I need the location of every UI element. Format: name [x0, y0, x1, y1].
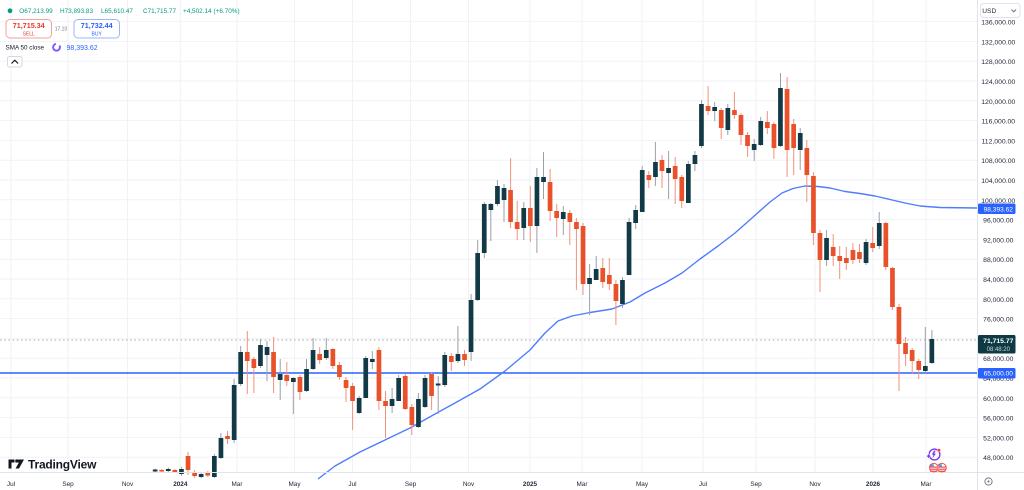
- svg-text:88,000.00: 88,000.00: [983, 257, 1013, 264]
- svg-text:132,000.00: 132,000.00: [981, 39, 1015, 46]
- svg-text:112,000.00: 112,000.00: [982, 138, 1016, 145]
- svg-text:136,000.00: 136,000.00: [981, 20, 1015, 27]
- svg-text:98,393.62: 98,393.62: [67, 45, 98, 52]
- svg-text:80,000.00: 80,000.00: [983, 297, 1013, 304]
- svg-text:Nov: Nov: [809, 481, 821, 488]
- svg-text:May: May: [288, 481, 301, 488]
- svg-text:Sep: Sep: [62, 481, 74, 488]
- svg-text:128,000.00: 128,000.00: [981, 59, 1015, 66]
- svg-text:92,000.00: 92,000.00: [983, 237, 1013, 244]
- svg-text:76,000.00: 76,000.00: [983, 317, 1013, 324]
- svg-text:Mar: Mar: [576, 481, 588, 488]
- svg-text:Jul: Jul: [348, 481, 356, 488]
- svg-text:2024: 2024: [173, 481, 188, 488]
- svg-text:Nov: Nov: [463, 481, 475, 488]
- svg-text:SELL: SELL: [23, 31, 35, 37]
- svg-text:2026: 2026: [866, 481, 881, 488]
- svg-text:TradingView: TradingView: [28, 458, 97, 472]
- svg-text:71,715.34: 71,715.34: [13, 21, 45, 30]
- svg-text:SMA 50 close: SMA 50 close: [6, 45, 45, 52]
- svg-text:71,715.77: 71,715.77: [983, 338, 1013, 345]
- svg-text:2025: 2025: [523, 481, 538, 488]
- svg-text:64,000.00: 64,000.00: [983, 376, 1013, 383]
- svg-text:124,000.00: 124,000.00: [981, 79, 1015, 86]
- svg-text:Jul: Jul: [7, 481, 15, 488]
- svg-text:Sep: Sep: [405, 481, 417, 488]
- svg-text:17.10: 17.10: [55, 27, 68, 33]
- svg-text:08:48:20: 08:48:20: [987, 347, 1011, 353]
- svg-text:Nov: Nov: [122, 481, 134, 488]
- svg-text:May: May: [636, 481, 649, 488]
- svg-text:100,000.00: 100,000.00: [981, 198, 1015, 205]
- svg-text:65,000.00: 65,000.00: [984, 371, 1014, 378]
- svg-text:Jul: Jul: [699, 481, 707, 488]
- svg-text:60,000.00: 60,000.00: [983, 396, 1013, 403]
- svg-text:USD: USD: [982, 8, 996, 15]
- svg-text:C71,715.77: C71,715.77: [143, 8, 176, 15]
- svg-text:116,000.00: 116,000.00: [982, 119, 1016, 126]
- svg-text:BUY: BUY: [92, 31, 103, 37]
- svg-text:O67,213.99: O67,213.99: [19, 8, 53, 15]
- svg-text:68,000.00: 68,000.00: [983, 356, 1013, 363]
- svg-text:H73,893.83: H73,893.83: [60, 8, 93, 15]
- svg-text:56,000.00: 56,000.00: [983, 416, 1013, 423]
- svg-text:108,000.00: 108,000.00: [981, 158, 1015, 165]
- svg-text:98,393.62: 98,393.62: [984, 207, 1014, 214]
- svg-text:+4,502.14: +4,502.14: [183, 8, 212, 15]
- svg-text:84,000.00: 84,000.00: [983, 277, 1013, 284]
- svg-text:104,000.00: 104,000.00: [981, 178, 1015, 185]
- svg-text:(+6.70%): (+6.70%): [214, 8, 240, 15]
- svg-text:96,000.00: 96,000.00: [983, 218, 1013, 225]
- svg-text:Mar: Mar: [920, 481, 932, 488]
- svg-text:L65,610.47: L65,610.47: [101, 8, 133, 15]
- svg-text:48,000.00: 48,000.00: [983, 455, 1013, 462]
- svg-text:Sep: Sep: [750, 481, 762, 488]
- svg-text:120,000.00: 120,000.00: [981, 99, 1015, 106]
- svg-text:52,000.00: 52,000.00: [983, 435, 1013, 442]
- svg-text:Mar: Mar: [231, 481, 243, 488]
- svg-text:71,732.44: 71,732.44: [81, 21, 113, 30]
